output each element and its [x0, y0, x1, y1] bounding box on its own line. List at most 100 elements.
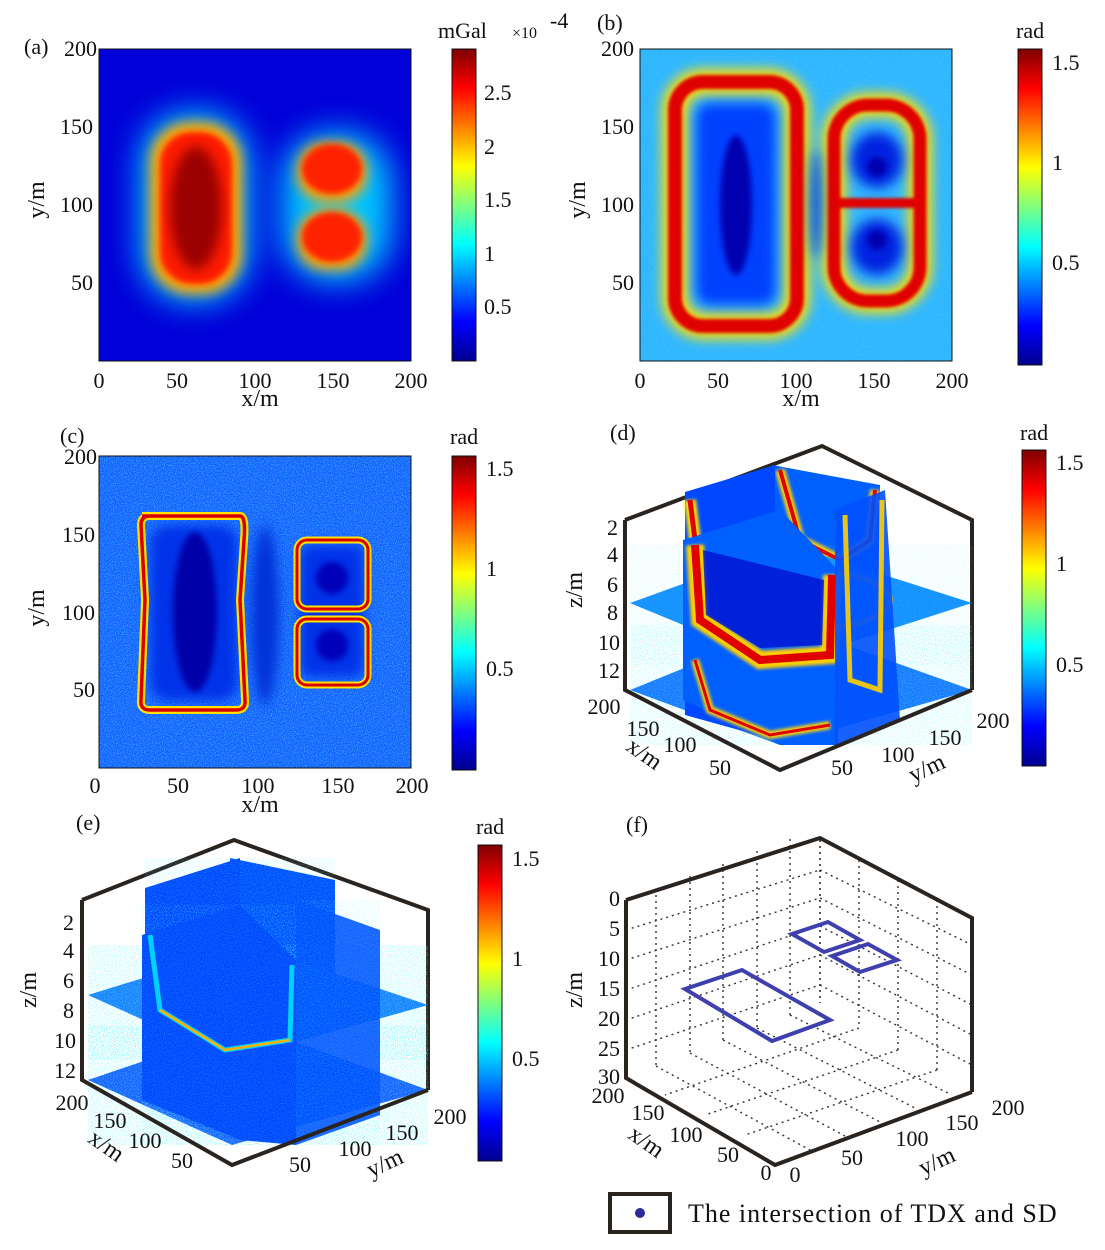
panel-f-yticks: 0 50 100 150 200 [790, 1095, 1025, 1187]
panel-a-xticks: 0 50 100 150 200 [94, 368, 428, 393]
y-tick: 150 [946, 1110, 979, 1135]
panel-e-front-edge [147, 934, 295, 1053]
panel-a-heatmap [99, 49, 411, 361]
panel-b: (b) [565, 10, 1080, 412]
z-tick: 10 [598, 946, 620, 971]
z-tick: 5 [609, 916, 620, 941]
panel-c-heatmap [99, 456, 411, 768]
x-tick: 100 [242, 773, 275, 798]
panel-e-colorbar: rad 0.5 1 1.5 [476, 814, 540, 1162]
y-tick: 100 [896, 1126, 929, 1151]
x-tick: 50 [717, 1142, 739, 1167]
panel-d: (d) 2 4 6 [562, 420, 1084, 788]
panel-e-xticks: 200 150 100 50 [56, 1090, 194, 1173]
panel-f: (f) [562, 812, 1058, 1234]
colorbar-exponent: -4 [550, 8, 568, 33]
colorbar-tick: 1 [1056, 551, 1067, 576]
y-tick: 100 [601, 192, 634, 217]
panel-f-xticks: 200 150 100 50 0 [592, 1083, 772, 1185]
y-axis-label: y/m [565, 181, 591, 219]
y-tick: 150 [60, 114, 93, 139]
y-tick: 50 [841, 1145, 863, 1170]
y-tick: 100 [60, 192, 93, 217]
y-tick: 200 [434, 1104, 467, 1129]
panel-a-colorbar: mGal ×10 -4 0.5 1 1.5 2 2.5 [438, 8, 568, 362]
y-tick: 200 [64, 36, 97, 61]
z-tick: 2 [63, 910, 74, 935]
y-tick: 150 [386, 1120, 419, 1145]
legend: The intersection of TDX and SD [608, 1192, 1058, 1234]
legend-label: The intersection of TDX and SD [688, 1199, 1058, 1228]
y-tick: 50 [831, 755, 853, 780]
z-tick: 4 [607, 542, 618, 567]
panel-d-zticks: 2 4 6 8 10 12 [598, 515, 620, 683]
z-tick: 30 [598, 1064, 620, 1089]
outline-large-body [680, 967, 835, 1044]
panel-c-colorbar: rad 0.5 1 1.5 [450, 424, 514, 771]
x-tick: 150 [94, 1108, 127, 1133]
panel-e-zticks: 2 4 6 8 10 12 [54, 910, 76, 1083]
z-tick: 15 [598, 976, 620, 1001]
panel-d-xticks: 200 150 100 50 [588, 694, 732, 780]
z-tick: 8 [607, 600, 618, 625]
z-tick: 25 [598, 1036, 620, 1061]
panel-e-yticks: 50 100 150 200 [289, 1104, 467, 1177]
z-tick: 20 [598, 1006, 620, 1031]
y-tick: 150 [601, 114, 634, 139]
z-tick: 8 [63, 998, 74, 1023]
panel-c-yticks: 50 100 150 200 [62, 444, 97, 702]
x-tick: 50 [166, 368, 188, 393]
x-tick: 50 [709, 755, 731, 780]
y-tick: 200 [601, 36, 634, 61]
z-axis-label: z/m [562, 572, 588, 608]
y-tick: 100 [882, 742, 915, 767]
colorbar-tick: 0.5 [1056, 652, 1084, 677]
outline-upper-block [787, 919, 865, 955]
x-tick: 200 [396, 773, 429, 798]
x-axis-label: x/m [782, 386, 820, 412]
colorbar-tick: 0.5 [486, 656, 514, 681]
y-tick: 200 [992, 1095, 1025, 1120]
z-tick: 12 [54, 1058, 76, 1083]
panel-a: (a) 0 50 100 [24, 8, 568, 412]
x-axis-label: x/m [241, 386, 279, 412]
panel-b-yticks: 50 100 150 200 [601, 36, 634, 295]
colorbar-tick: 1.5 [1052, 50, 1080, 75]
y-tick: 100 [62, 600, 95, 625]
panel-c-label: (c) [60, 423, 84, 448]
z-tick: 2 [607, 515, 618, 540]
x-tick: 50 [707, 368, 729, 393]
colorbar-unit: rad [1020, 420, 1048, 445]
panel-c-xticks: 0 50 100 150 200 [90, 773, 429, 798]
z-axis-label: z/m [562, 972, 588, 1008]
outline-lower-block [827, 941, 903, 975]
panel-b-heatmap [640, 49, 952, 361]
panel-e-label: (e) [76, 810, 100, 835]
x-axis-label: x/m [623, 1121, 669, 1164]
y-tick: 150 [62, 522, 95, 547]
x-tick: 100 [129, 1128, 162, 1153]
colorbar-unit: rad [450, 424, 478, 449]
colorbar-unit: rad [476, 814, 504, 839]
x-tick: 100 [239, 368, 272, 393]
panel-b-xticks: 0 50 100 150 200 [635, 368, 969, 393]
z-tick: 6 [607, 572, 618, 597]
colorbar-tick: 1 [484, 241, 495, 266]
colorbar-tick: 1.5 [486, 456, 514, 481]
colorbar-tick: 1 [512, 946, 523, 971]
x-tick: 150 [858, 368, 891, 393]
colorbar-tick: 1.5 [1056, 450, 1084, 475]
colorbar-tick: 1 [1052, 150, 1063, 175]
y-tick: 50 [73, 677, 95, 702]
y-tick: 50 [289, 1152, 311, 1177]
x-tick: 0 [94, 368, 105, 393]
colorbar-tick: 1.5 [512, 846, 540, 871]
x-tick: 200 [936, 368, 969, 393]
colorbar-tick: 1 [486, 556, 497, 581]
colorbar-unit: mGal [438, 18, 487, 43]
x-tick: 150 [632, 1100, 665, 1125]
z-tick: 0 [609, 886, 620, 911]
panel-d-label: (d) [610, 420, 636, 445]
z-tick: 12 [598, 658, 620, 683]
